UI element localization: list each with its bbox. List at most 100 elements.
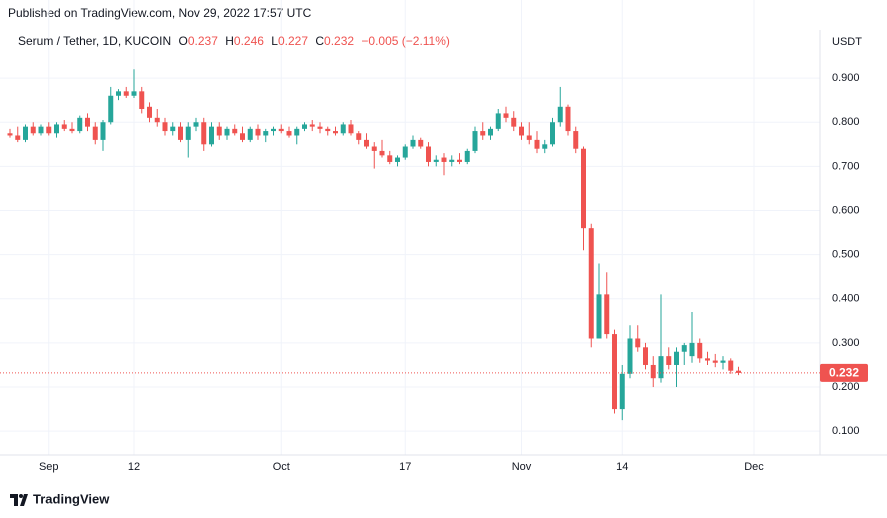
ohlc-label: H: [225, 34, 234, 48]
candle-body: [23, 126, 28, 140]
candle-body: [154, 117, 160, 123]
candle-body: [705, 358, 710, 361]
candle-body: [635, 338, 641, 348]
ohlc-value: 0.237: [188, 34, 218, 48]
last-price-label: 0.232: [829, 366, 859, 380]
candle-body: [46, 126, 52, 134]
y-tick-label: 0.600: [832, 204, 860, 216]
candle-body: [464, 150, 470, 162]
candle-body: [7, 133, 13, 136]
last-price-tag: [820, 363, 868, 382]
candle-body: [340, 124, 346, 134]
candle-body: [162, 122, 168, 132]
candle-body: [441, 157, 447, 162]
candle-body: [317, 126, 323, 129]
y-tick-label: 0.500: [832, 249, 860, 261]
candle-body: [379, 150, 385, 156]
x-tick-label: 12: [128, 461, 140, 473]
candle-body: [604, 294, 610, 335]
y-tick-label: 0.200: [832, 381, 860, 393]
logo-dot: [19, 494, 23, 498]
candle-body: [170, 126, 176, 132]
candle-body: [627, 338, 633, 374]
candle-body: [38, 126, 44, 134]
candle-body: [364, 139, 369, 147]
candle-body: [232, 128, 238, 134]
candle-body: [697, 342, 703, 359]
x-tick-label: Sep: [39, 461, 59, 473]
candle-body: [643, 347, 648, 365]
candle-body: [573, 131, 579, 149]
candle-body: [271, 128, 276, 132]
candle-body: [333, 131, 338, 134]
candle-body: [108, 95, 114, 123]
candle-body: [658, 356, 664, 379]
logo: [10, 494, 28, 506]
y-tick-label: 0.700: [832, 160, 860, 172]
candle-body: [147, 106, 152, 118]
x-tick-label: 14: [616, 461, 628, 473]
ohlc-label: L: [271, 34, 278, 48]
candle-body: [736, 370, 741, 373]
grid: [0, 0, 820, 455]
candle-body: [565, 106, 571, 132]
candle-body: [131, 91, 137, 96]
change: −0.005 (−2.11%): [361, 34, 450, 48]
candle-body: [426, 146, 431, 162]
candle-body: [550, 122, 555, 145]
candle-body: [69, 128, 75, 132]
candle-body: [650, 364, 656, 379]
candle-body: [720, 360, 726, 363]
candle-body: [255, 128, 261, 136]
candle-body: [15, 135, 21, 140]
candle-body: [666, 356, 672, 365]
published-note: Published on TradingView.com, Nov 29, 20…: [8, 6, 312, 20]
candle-body: [557, 106, 563, 123]
x-tick-label: Oct: [273, 461, 290, 473]
ohlc-value: 0.232: [324, 34, 354, 48]
currency: USDT: [832, 36, 862, 48]
candle-body: [216, 126, 222, 136]
candle-body: [247, 128, 253, 140]
candle-body: [395, 157, 400, 162]
candle-body: [348, 124, 354, 134]
candle-body: [503, 113, 509, 118]
candle-body: [728, 360, 734, 371]
candle-body: [309, 124, 315, 127]
candle-body: [116, 91, 121, 96]
candle-body: [263, 131, 269, 136]
ohlc-label: O: [179, 34, 188, 48]
candle-body: [402, 146, 408, 158]
candle-body: [92, 126, 98, 140]
x-tick-label: Dec: [744, 461, 764, 473]
legend: Serum / Tether, 1D, KUCOIN O0.237 H0.246…: [18, 34, 450, 48]
candle-body: [240, 133, 245, 140]
candle-body: [619, 373, 625, 410]
logo-icon: [10, 494, 28, 506]
y-tick-label: 0.300: [832, 337, 860, 349]
candle-body: [85, 117, 90, 127]
candle-body: [418, 139, 424, 147]
candle-body: [224, 128, 230, 136]
x-tick-label: 17: [399, 461, 411, 473]
candle-body: [433, 159, 439, 162]
candle-body: [674, 351, 679, 365]
candle-body: [54, 124, 59, 134]
candle-body: [278, 128, 284, 132]
y-tick-label: 0.900: [832, 72, 860, 84]
candle-body: [371, 146, 377, 151]
candle-body: [139, 91, 145, 109]
candle-body: [356, 133, 362, 140]
candle-body: [480, 131, 486, 136]
candle-body: [410, 139, 416, 147]
y-tick-label: 0.100: [832, 425, 860, 437]
brand: TradingView: [33, 491, 110, 506]
candle-body: [185, 126, 191, 140]
candle-body: [123, 91, 129, 96]
candle-body: [519, 126, 524, 136]
candle-body: [612, 334, 617, 410]
candle-body: [588, 228, 594, 339]
candle-body: [596, 294, 602, 339]
